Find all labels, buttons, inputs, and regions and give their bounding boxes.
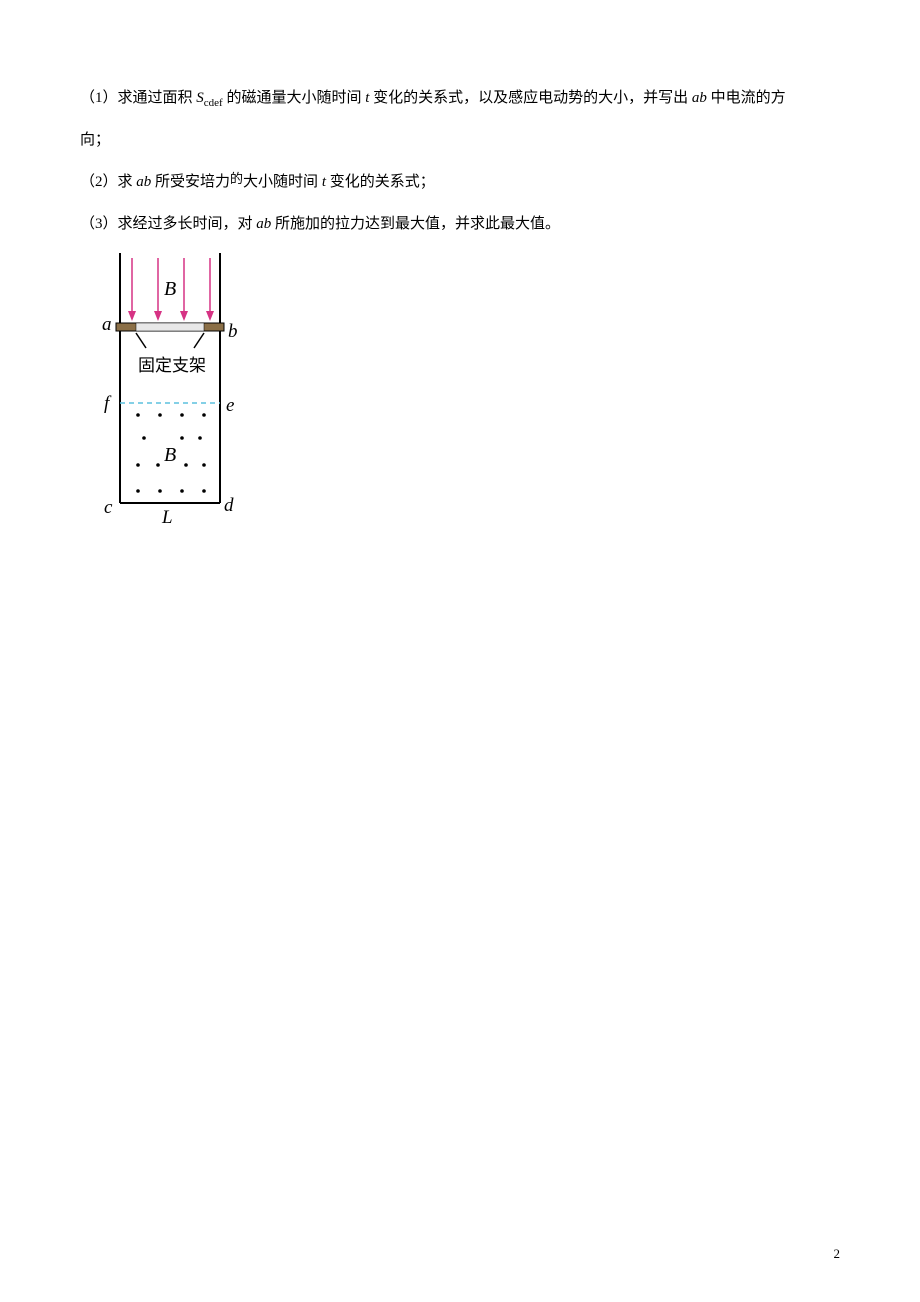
q2-text-3: 大小随时间 [243,174,322,190]
label-b: b [228,321,238,342]
question-3: （3）求经过多长时间，对 ab 所施加的拉力达到最大值，并求此最大值。 [80,206,840,244]
support-right [194,333,204,348]
q3-var-ab: ab [256,216,271,232]
q3-text-1: （3）求经过多长时间，对 [80,216,256,232]
label-d: d [224,495,234,516]
q1-text-2: 的磁通量大小随时间 [223,90,366,106]
q2-text-4: 变化的关系式； [326,174,435,190]
q1-var-s: S [196,90,204,106]
b-label-top: B [164,278,176,300]
q1-sub-cdef: cdef [204,97,223,109]
question-1-line1: （1）求通过面积 Scdef 的磁通量大小随时间 t 变化的关系式，以及感应电动… [80,80,840,118]
q1-text-1: （1）求通过面积 [80,90,196,106]
question-1-line2: 向； [80,122,840,160]
label-a: a [102,314,112,335]
q3-text-2: 所施加的拉力达到最大值，并求此最大值。 [271,216,560,232]
q2-sup: 的 [230,171,243,186]
q2-var-ab: ab [136,174,151,190]
q1-text-5: 向； [80,132,110,148]
q1-var-ab: ab [692,90,707,106]
physics-diagram: B 固定支架 B a b f e c d L [90,253,250,533]
page-number: 2 [834,1246,841,1262]
b-label-bottom: B [164,444,176,466]
q2-text-2: 所受安培力 [151,174,230,190]
label-l: L [161,507,173,528]
label-c: c [104,497,113,518]
diagram-svg: B 固定支架 B a b f e c d L [90,253,250,533]
question-2: （2）求 ab 所受安培力的大小随时间 t 变化的关系式； [80,163,840,202]
label-f: f [104,393,112,414]
q2-text-1: （2）求 [80,174,136,190]
label-e: e [226,395,234,416]
support-left [136,333,146,348]
q1-text-3: 变化的关系式，以及感应电动势的大小，并写出 [369,90,692,106]
q1-text-4: 中电流的方 [707,90,786,106]
bar-ab-mid [136,323,204,331]
support-text: 固定支架 [138,356,206,375]
